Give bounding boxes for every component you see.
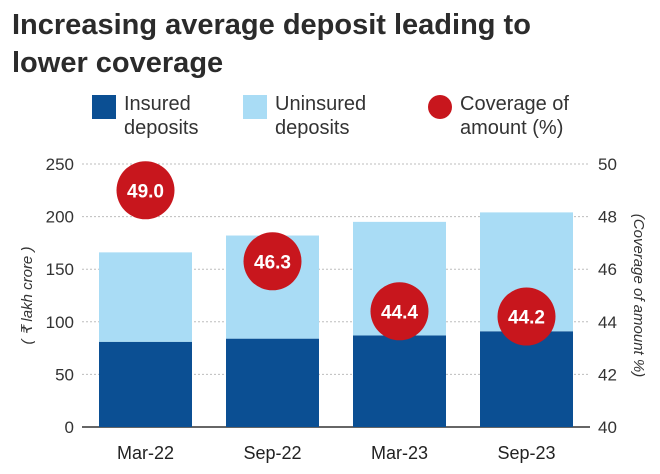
x-tick-label: Mar-22	[117, 443, 174, 463]
legend-label-coverage: Coverage of amount (%)	[460, 93, 569, 139]
coverage-marker	[243, 232, 302, 291]
legend-item-insured: Insured deposits	[92, 92, 234, 140]
coverage-data-label: 49.0	[127, 181, 164, 202]
coverage-marker	[497, 287, 556, 346]
legend-swatch-insured	[92, 95, 116, 119]
bar-insured	[99, 341, 192, 427]
y-right-tick-label: 42	[598, 365, 617, 384]
y-right-tick-label: 50	[598, 155, 617, 174]
legend-swatch-coverage	[428, 95, 452, 119]
y-tick-label: 200	[46, 208, 74, 227]
x-tick-label: Sep-22	[243, 443, 301, 463]
bar-insured	[353, 335, 446, 427]
y-right-tick-label: 48	[598, 208, 617, 227]
legend-swatch-uninsured	[243, 95, 267, 119]
y-axis-title: ( ₹ lakh crore )	[19, 247, 36, 345]
y-tick-label: 50	[55, 365, 74, 384]
x-tick-label: Sep-23	[497, 443, 555, 463]
coverage-data-label: 44.2	[508, 308, 545, 329]
coverage-marker	[370, 282, 429, 341]
legend-label-insured: Insured deposits	[124, 93, 199, 139]
legend-label-uninsured: Uninsured deposits	[275, 93, 367, 139]
bar-uninsured	[99, 252, 192, 342]
bar-insured	[226, 338, 319, 427]
y-right-tick-label: 46	[598, 260, 617, 279]
bar-insured	[480, 331, 573, 427]
y-tick-label: 0	[65, 418, 74, 437]
coverage-data-label: 44.4	[381, 302, 418, 323]
chart-title: Increasing average deposit leading to lo…	[12, 9, 531, 79]
y-right-tick-label: 44	[598, 313, 617, 332]
coverage-marker	[116, 161, 175, 220]
x-tick-label: Mar-23	[371, 443, 428, 463]
y-tick-label: 150	[46, 260, 74, 279]
legend-item-uninsured: Uninsured deposits	[243, 92, 395, 140]
y-tick-label: 250	[46, 155, 74, 174]
y-right-axis-title: (Coverage of amount %)	[630, 214, 647, 377]
coverage-data-label: 46.3	[254, 252, 291, 273]
y-tick-label: 100	[46, 313, 74, 332]
legend-item-coverage: Coverage of amount (%)	[428, 92, 600, 140]
y-right-tick-label: 40	[598, 418, 617, 437]
